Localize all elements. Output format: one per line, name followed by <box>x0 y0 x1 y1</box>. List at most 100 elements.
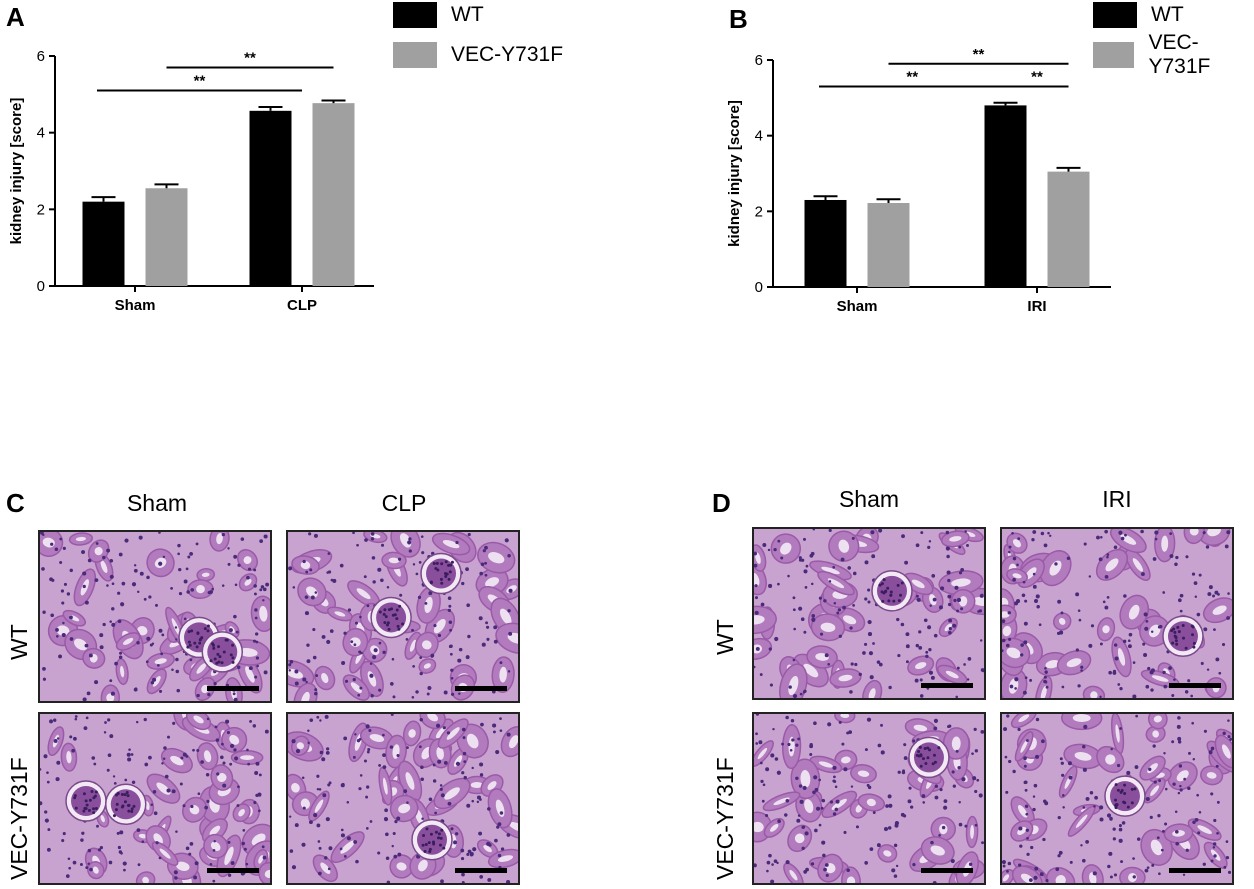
nucleus <box>1144 868 1149 873</box>
nucleus <box>380 578 384 583</box>
glomerulus-nucleus <box>198 641 202 645</box>
glomerulus-nucleus <box>437 836 441 840</box>
nucleus <box>1082 767 1087 772</box>
nucleus <box>1198 810 1202 814</box>
nucleus <box>878 662 883 667</box>
nucleus <box>207 692 211 697</box>
nucleus <box>508 631 513 636</box>
significance-label: ** <box>906 68 918 85</box>
tubule-lumen <box>433 618 446 634</box>
nucleus <box>447 608 452 613</box>
nucleus <box>1229 737 1232 741</box>
nucleus <box>346 801 350 804</box>
nucleus <box>754 584 758 588</box>
nucleus <box>1150 630 1154 633</box>
nucleus <box>237 785 240 789</box>
nucleus <box>367 747 371 752</box>
glomerulus-nucleus <box>899 593 903 597</box>
nucleus <box>945 546 950 551</box>
nucleus <box>1185 848 1189 852</box>
glomerulus-nucleus <box>383 621 387 625</box>
y-tick-label: 6 <box>755 52 763 69</box>
nucleus <box>240 537 245 541</box>
glomerulus-nucleus <box>188 643 192 647</box>
nucleus <box>846 868 850 873</box>
nucleus <box>1057 816 1061 820</box>
nucleus <box>1210 747 1214 751</box>
nucleus <box>415 572 419 576</box>
nucleus <box>69 735 73 739</box>
nucleus <box>918 630 922 634</box>
glomerulus-nucleus <box>1184 646 1188 650</box>
nucleus <box>254 675 258 679</box>
nucleus <box>227 840 231 844</box>
nucleus <box>1147 666 1151 671</box>
nucleus <box>192 748 195 752</box>
nucleus <box>382 753 386 758</box>
nucleus <box>309 718 314 722</box>
nucleus <box>185 567 189 571</box>
nucleus <box>461 727 466 732</box>
nucleus <box>940 586 945 591</box>
nucleus <box>810 862 815 866</box>
tubule-lumen <box>466 733 479 749</box>
nucleus <box>964 530 967 533</box>
nucleus <box>172 721 176 725</box>
glomerulus-nucleus <box>439 836 443 840</box>
tubule-lumen <box>100 560 108 573</box>
nucleus <box>60 589 64 593</box>
tubule-lumen <box>1105 558 1119 572</box>
nucleus <box>811 614 816 618</box>
glomerulus-nucleus <box>120 793 124 797</box>
nucleus <box>780 556 784 560</box>
nucleus <box>84 600 89 605</box>
nucleus <box>1082 745 1086 749</box>
glomerulus-nucleus <box>395 608 399 612</box>
nucleus <box>1034 866 1039 871</box>
nucleus <box>876 660 881 664</box>
nucleus <box>1033 783 1038 788</box>
glomerulus-nucleus <box>84 807 88 811</box>
nucleus <box>159 689 163 693</box>
nucleus <box>754 551 758 556</box>
glomerulus-nucleus <box>1170 629 1174 633</box>
glomerulus-nucleus <box>440 581 444 585</box>
nucleus <box>915 543 920 548</box>
tubule-lumen <box>1012 573 1022 579</box>
nucleus <box>62 621 65 625</box>
tubule-lumen <box>382 777 388 795</box>
nucleus <box>339 563 344 568</box>
nucleus <box>254 608 258 612</box>
scale-bar <box>207 686 259 691</box>
nucleus <box>1082 806 1086 809</box>
nucleus <box>872 811 876 815</box>
nucleus <box>256 664 259 668</box>
nucleus <box>958 571 963 575</box>
nucleus <box>137 863 141 867</box>
nucleus <box>1140 529 1144 534</box>
nucleus <box>1039 872 1044 877</box>
nucleus <box>254 771 259 775</box>
nucleus <box>915 643 920 648</box>
nucleus <box>466 803 471 808</box>
nucleus <box>506 879 511 883</box>
nucleus <box>421 551 425 555</box>
tubule-lumen <box>201 572 210 577</box>
nucleus <box>346 836 351 841</box>
nucleus <box>253 568 257 572</box>
tissue-image <box>288 532 518 701</box>
nucleus <box>1114 656 1119 661</box>
nucleus <box>246 748 249 752</box>
nucleus <box>1106 595 1110 599</box>
tubule-lumen <box>914 662 927 670</box>
tubule-lumen <box>369 734 385 742</box>
nucleus <box>139 571 144 576</box>
glomerulus-nucleus <box>919 753 923 757</box>
nucleus <box>377 851 381 855</box>
nucleus <box>405 638 409 641</box>
nucleus <box>177 552 180 556</box>
tubule-lumen <box>841 756 851 764</box>
nucleus <box>877 743 882 748</box>
glomerulus-nucleus <box>892 599 896 603</box>
nucleus <box>499 717 502 721</box>
